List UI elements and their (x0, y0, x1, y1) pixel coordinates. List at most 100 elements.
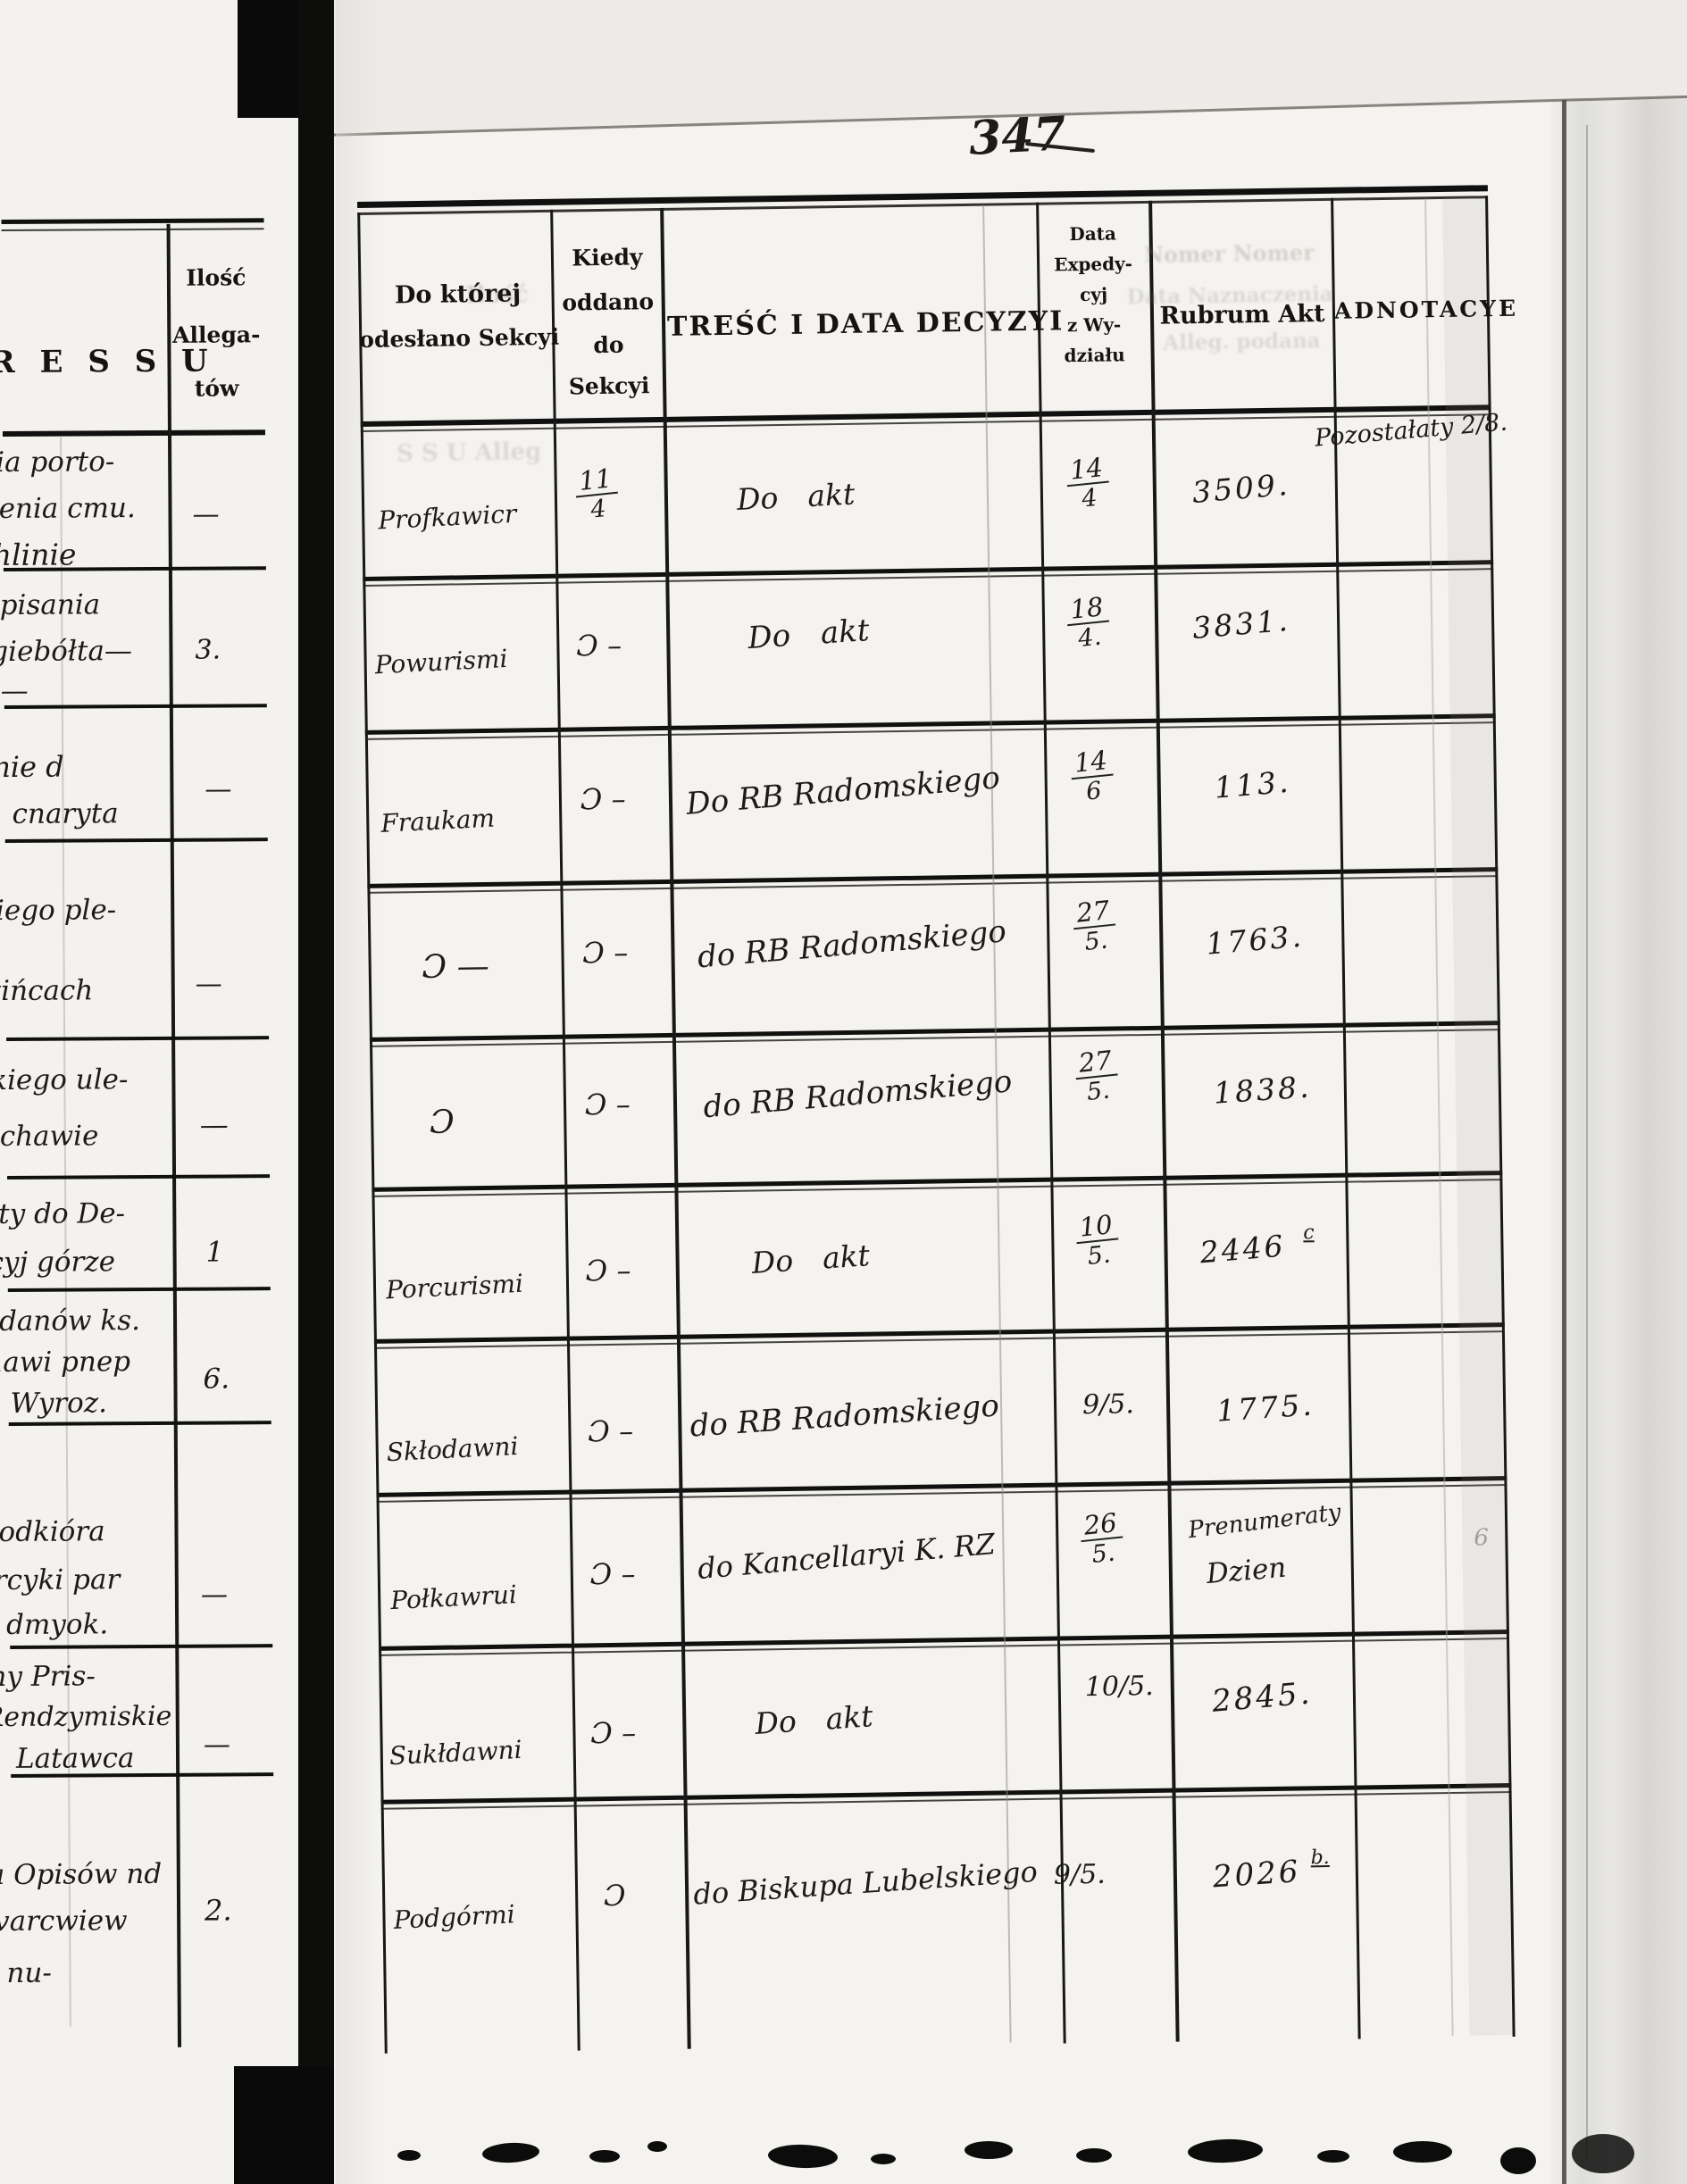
cell-kiedy: 11 4 (572, 463, 621, 524)
date-num: 27 (1071, 895, 1116, 930)
cell-tresc: Do akt (754, 1698, 874, 1741)
date-num: 26 (1078, 1507, 1123, 1543)
cell-kiedy-ditto: Ɔ – (580, 781, 626, 817)
date-num: 11 (572, 463, 618, 498)
cell-rubrum-line2: Dzien (1205, 1551, 1288, 1591)
date-num: 10 (1084, 1671, 1120, 1704)
cell-tresc: Do akt (736, 476, 856, 518)
entry-text: rzenia cmu. (0, 492, 136, 526)
entry-text: hawi pnep (0, 1346, 131, 1380)
date-den: 5. (1090, 1538, 1116, 1569)
cell-sekcya: Profkawicr (377, 498, 518, 536)
date-den: 5. (1108, 1388, 1135, 1421)
date-den: 4. (1076, 622, 1103, 654)
entry-text: kiego ple- (0, 894, 117, 928)
allegata-count: — (199, 1107, 245, 1142)
film-spine-bottom-block (234, 2066, 334, 2184)
entry-text: ndanów ks. (0, 1305, 141, 1338)
page-number: 347 (967, 106, 1068, 166)
entry-text: nu- (6, 1956, 53, 1989)
cell-kiedy-ditto: Ɔ – (582, 935, 629, 971)
cell-rubrum-sup: c (1303, 1221, 1315, 1244)
entry-text: chawie (0, 1120, 99, 1154)
cell-rubrum: 3509. (1190, 466, 1291, 510)
date-num: 27 (1073, 1045, 1118, 1080)
rule-h (7, 1174, 271, 1180)
cell-sekcya: Skłodawni (386, 1430, 520, 1468)
ink-blob (1393, 2141, 1452, 2163)
ink-blob (965, 2141, 1013, 2159)
cell-expedycja: 14 4 (1064, 452, 1112, 513)
date-den: 5. (1086, 1240, 1112, 1271)
allegata-count: 3. (195, 634, 221, 666)
crease-line (982, 204, 1012, 2043)
date-den: 6 (1084, 776, 1103, 806)
allegata-count: — (195, 968, 222, 1000)
col-header-sekcya-line2: odesłano Sekcyi (359, 323, 560, 353)
allegata-count: — (200, 1579, 229, 1611)
entry-text: odkióra (0, 1515, 105, 1549)
bleedthrough-text: Nomer Nomer (1143, 239, 1315, 268)
cell-expedycja-inline: 9/5. (1053, 1858, 1106, 1891)
cell-sekcya: Podgórmi (392, 1899, 516, 1935)
rule-v (1331, 197, 1361, 2039)
entry-text: ypisania (0, 588, 101, 622)
ink-blob (589, 2150, 620, 2163)
entry-text: skiego ule- (0, 1063, 129, 1097)
left-header-allegata-3: tów (194, 375, 239, 402)
entry-text: Rendzymiskie (0, 1700, 172, 1734)
entry-text: Wyroz. (10, 1387, 108, 1420)
ink-blob (1317, 2150, 1349, 2163)
register-table: Nomer Nomer Data Naznaczenia Alleg. poda… (357, 185, 1518, 2104)
cell-kiedy-ditto: Ɔ – (584, 1087, 631, 1122)
cell-expedycja: 18 4. (1064, 591, 1112, 654)
col-header-rubrum: Rubrum Akt (1159, 299, 1325, 330)
date-num: 10 (1073, 1209, 1119, 1245)
col-header-kiedy-line1: Kiedy (572, 244, 643, 271)
col-header-data-line1: Data (1069, 222, 1117, 246)
col-header-sekcya-line1: Do której (394, 279, 522, 310)
cell-sekcya: Połkawrui (389, 1580, 518, 1616)
left-page-paper (0, 0, 298, 2184)
cell-tresc: Do akt (750, 1238, 872, 1280)
cell-expedycja-inline: 9/5. (1082, 1388, 1135, 1421)
cell-rubrum: 1775. (1215, 1387, 1315, 1429)
cell-tresc: do RB Radomskiego (696, 913, 1008, 976)
date-num: 14 (1064, 452, 1109, 488)
date-den: 5. (1082, 926, 1109, 956)
cell-kiedy-ditto: Ɔ – (588, 1413, 634, 1449)
cell-rubrum: 2446 (1198, 1228, 1287, 1271)
film-spine-bar (298, 0, 334, 2184)
rule-h (6, 1036, 270, 1041)
cell-rubrum: 2845. (1210, 1675, 1314, 1720)
cell-rubrum: 1763. (1204, 918, 1306, 962)
col-header-data-line4: z Wy- (1066, 313, 1122, 337)
right-page-paper (336, 0, 1553, 2184)
cell-expedycja: 26 5. (1078, 1507, 1125, 1569)
allegata-count: 6. (203, 1363, 230, 1396)
cell-tresc: do Kancellaryi K. RZ (696, 1526, 997, 1587)
cell-expedycja-inline: 10/5. (1084, 1670, 1154, 1704)
cell-rubrum: 3831. (1190, 602, 1292, 646)
cell-rubrum-line1: Prenumeraty (1186, 1498, 1343, 1545)
date-den: 4 (589, 495, 608, 524)
allegata-count: 2. (204, 1893, 232, 1928)
cell-kiedy-ditto: Ɔ – (590, 1715, 637, 1751)
date-den: 5. (1085, 1076, 1112, 1106)
col-header-data-line2: Expedy- (1054, 253, 1133, 276)
cell-sekcya: Ɔ — (422, 947, 490, 987)
col-header-data-line5: działu (1064, 344, 1125, 367)
cell-rubrum-sup: b. (1310, 1846, 1329, 1869)
cell-rubrum: 1838. (1212, 1069, 1313, 1111)
bleedthrough-text: S S U Alleg (396, 438, 542, 468)
date-num: 18 (1064, 591, 1110, 627)
cell-sekcya: Sukłdawni (388, 1734, 523, 1771)
film-speckles (0, 0, 2, 2)
rule-v (1036, 202, 1066, 2044)
page-edge-line-right (1562, 89, 1566, 2184)
page-edge-line-right-faint (1586, 125, 1588, 2161)
entry-text: cnaryta (12, 797, 119, 830)
cell-tresc: Do RB Radomskiego (684, 760, 1002, 822)
allegata-count: — (192, 498, 220, 530)
cell-kiedy-ditto: Ɔ (603, 1878, 626, 1913)
